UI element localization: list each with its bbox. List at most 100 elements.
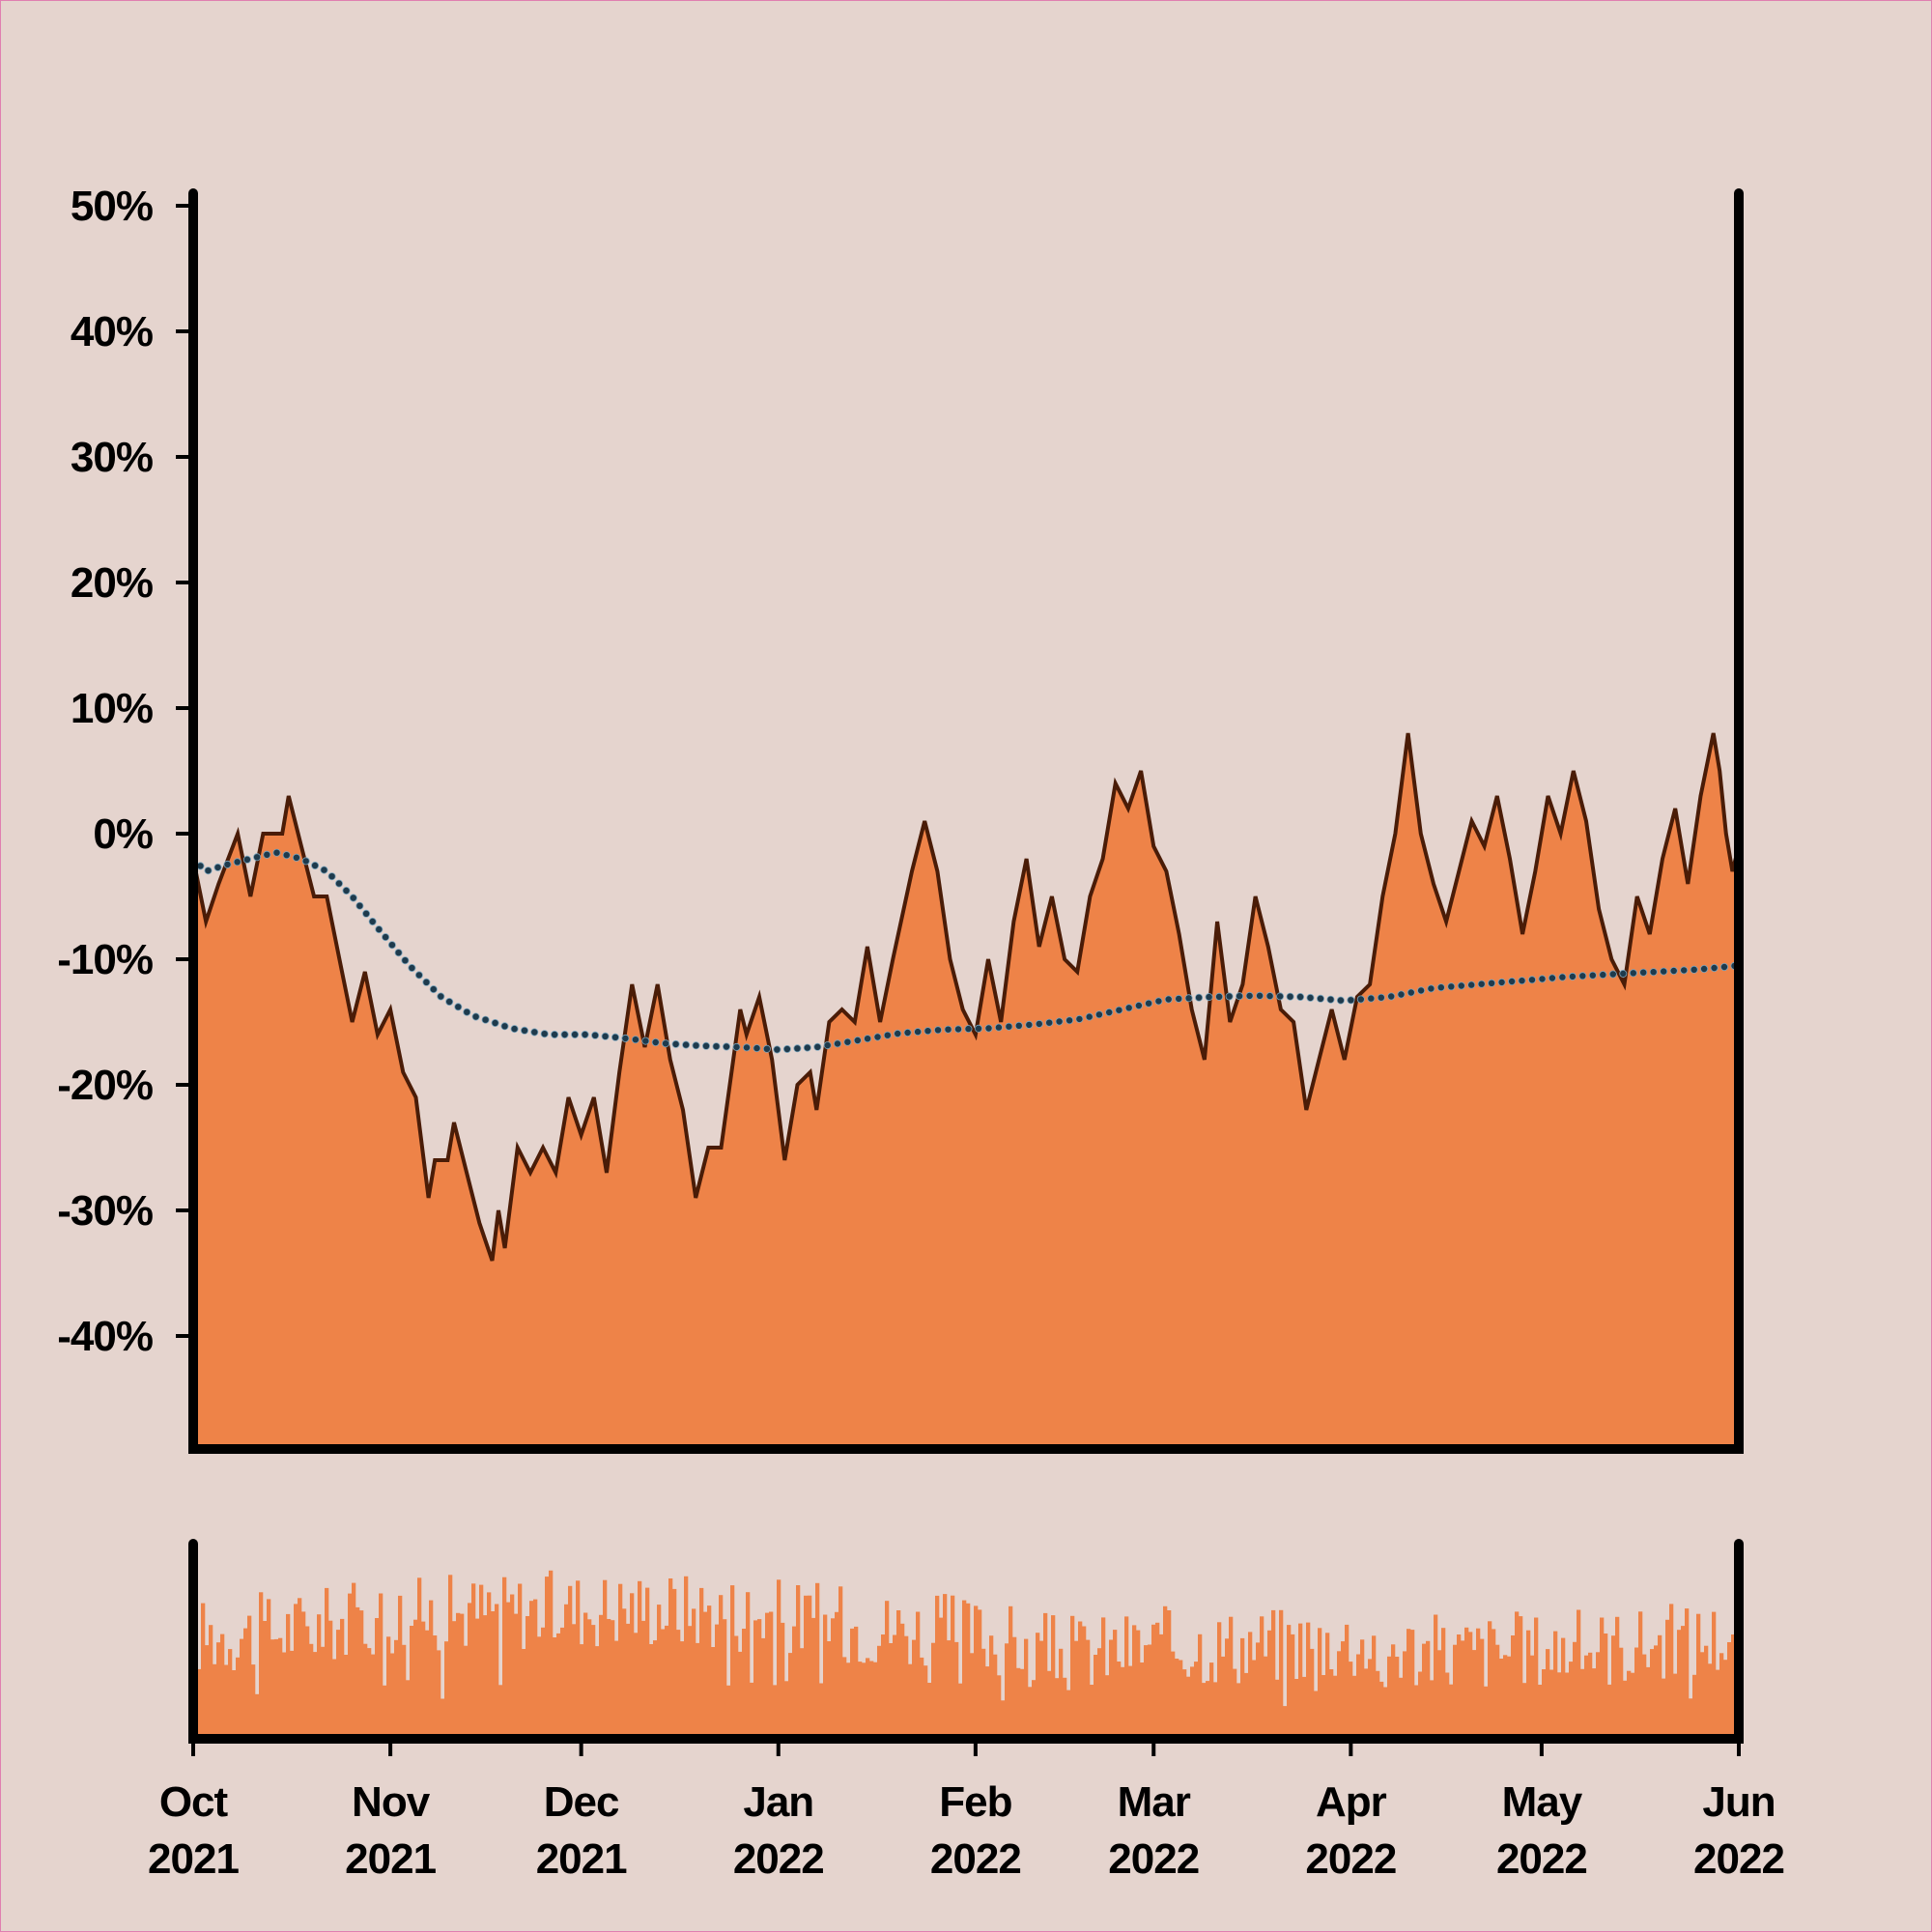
volume-bar — [1287, 1625, 1292, 1739]
trend-dot — [1660, 967, 1668, 976]
volume-bar — [1488, 1621, 1492, 1739]
trend-dot — [463, 1008, 471, 1016]
volume-bar — [1418, 1671, 1423, 1739]
trend-dot — [1265, 992, 1274, 1001]
volume-bar — [1561, 1637, 1566, 1739]
volume-bar — [1449, 1684, 1454, 1739]
volume-bar — [1654, 1645, 1659, 1739]
volume-bar — [352, 1582, 356, 1739]
trend-dot — [334, 879, 343, 888]
volume-bar — [599, 1614, 604, 1739]
volume-bar — [1665, 1619, 1670, 1739]
volume-bar — [224, 1664, 229, 1739]
volume-bar — [1596, 1652, 1601, 1739]
volume-bar — [777, 1579, 781, 1739]
x-tick-year: 2022 — [733, 1835, 824, 1883]
volume-bar — [402, 1644, 407, 1739]
volume-bar — [1051, 1615, 1056, 1739]
volume-bar — [1213, 1682, 1218, 1739]
volume-bar — [750, 1682, 754, 1739]
volume-bar — [850, 1628, 855, 1739]
volume-bar — [1163, 1605, 1168, 1739]
volume-bar — [255, 1693, 260, 1739]
volume-bar — [626, 1623, 631, 1739]
trend-dot — [773, 1045, 781, 1054]
volume-bar — [1604, 1634, 1608, 1739]
volume-bar — [668, 1578, 673, 1739]
volume-bar — [1329, 1669, 1334, 1739]
volume-bar — [962, 1600, 967, 1739]
trend-dot — [1065, 1016, 1074, 1025]
volume-bar — [553, 1637, 557, 1739]
trend-dot — [1326, 995, 1335, 1004]
trend-dot — [682, 1040, 691, 1049]
trend-dot — [1236, 992, 1244, 1001]
trend-dot — [1588, 971, 1597, 980]
trend-dot — [964, 1025, 973, 1034]
trend-dot — [1568, 972, 1577, 980]
volume-bar — [1190, 1666, 1195, 1739]
volume-bar — [672, 1588, 677, 1739]
volume-bar — [1642, 1654, 1647, 1739]
trend-dot — [723, 1042, 731, 1051]
volume-bar — [1673, 1673, 1678, 1739]
y-tick-label: 50% — [71, 183, 153, 230]
volume-bar — [842, 1657, 847, 1739]
trend-dot — [834, 1039, 842, 1048]
trend-dot — [530, 1028, 539, 1037]
trend-dot — [1710, 964, 1719, 973]
volume-bar — [1279, 1609, 1284, 1739]
volume-bar — [1573, 1641, 1577, 1739]
volume-bar — [896, 1610, 901, 1739]
volume-bar — [456, 1612, 461, 1739]
volume-bar — [935, 1595, 940, 1739]
volume-bar — [1020, 1668, 1025, 1739]
volume-bar — [985, 1666, 990, 1739]
volume-bar — [1627, 1670, 1632, 1739]
volume-bar — [645, 1587, 650, 1739]
volume-bar — [943, 1594, 948, 1739]
volume-bar — [305, 1626, 310, 1739]
trend-dot — [349, 894, 357, 902]
volume-bar — [1043, 1612, 1048, 1739]
volume-bar — [1646, 1666, 1651, 1739]
volume-bar — [1519, 1616, 1523, 1739]
volume-bar — [491, 1611, 496, 1739]
trend-dot — [641, 1037, 650, 1045]
trend-dot — [362, 909, 371, 918]
trend-dot — [1175, 994, 1183, 1003]
volume-bar — [653, 1640, 658, 1739]
trend-dot — [1105, 1009, 1114, 1017]
volume-bar — [1198, 1634, 1203, 1739]
volume-bar — [989, 1635, 994, 1739]
y-tick-label: 0% — [93, 810, 153, 858]
volume-bar — [912, 1639, 917, 1739]
volume-bar — [958, 1683, 963, 1739]
volume-bar — [220, 1634, 225, 1739]
y-tick-label: -10% — [57, 936, 153, 983]
volume-bar — [572, 1624, 577, 1739]
trend-dot — [1256, 991, 1264, 1000]
volume-bar — [676, 1630, 681, 1739]
x-tick-year: 2022 — [1305, 1835, 1396, 1883]
volume-bar — [506, 1602, 511, 1739]
volume-bar — [746, 1592, 751, 1739]
trend-dot — [702, 1041, 711, 1050]
trend-dot — [1195, 993, 1204, 1002]
volume-bar — [251, 1664, 256, 1739]
trend-dot — [1649, 968, 1658, 977]
volume-bar — [1066, 1690, 1071, 1739]
trend-dot — [1578, 972, 1587, 980]
trend-dot — [342, 887, 351, 895]
volume-bar — [1468, 1632, 1473, 1739]
trend-dot — [1075, 1014, 1084, 1023]
trend-dot — [813, 1042, 822, 1051]
volume-bar — [873, 1662, 878, 1739]
volume-bar — [278, 1637, 283, 1739]
volume-bar — [1360, 1639, 1365, 1739]
trend-dot — [934, 1026, 943, 1035]
volume-bar — [1009, 1605, 1013, 1739]
x-tick-year: 2021 — [345, 1835, 436, 1883]
volume-bar — [1584, 1655, 1589, 1739]
volume-bar — [591, 1625, 596, 1739]
